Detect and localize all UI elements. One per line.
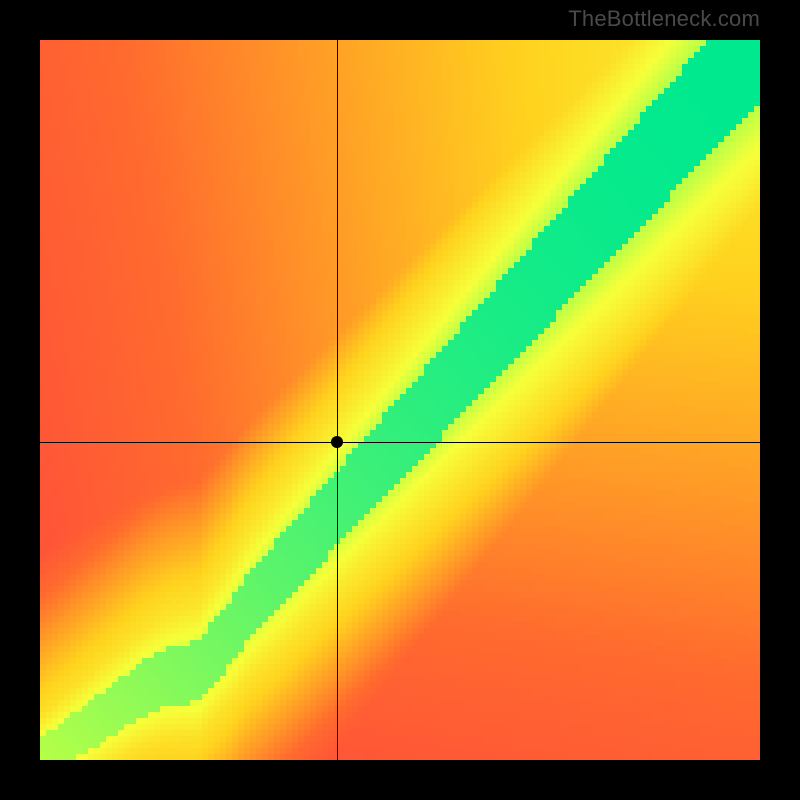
chart-frame: TheBottleneck.com	[0, 0, 800, 800]
plot-area	[40, 40, 760, 760]
crosshair-vertical	[337, 40, 338, 760]
heatmap-canvas	[40, 40, 760, 760]
data-point-marker	[331, 436, 343, 448]
watermark-text: TheBottleneck.com	[568, 6, 760, 32]
crosshair-horizontal	[40, 442, 760, 443]
